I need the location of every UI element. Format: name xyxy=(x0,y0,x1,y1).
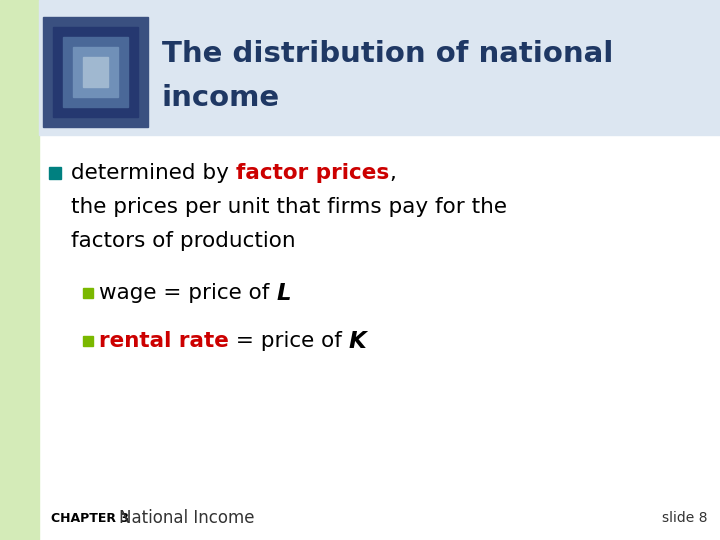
Text: ,: , xyxy=(389,163,396,183)
Text: National Income: National Income xyxy=(119,509,254,527)
Bar xyxy=(39,0,720,135)
Text: the prices per unit that firms pay for the: the prices per unit that firms pay for t… xyxy=(71,197,507,217)
Text: rental rate: rental rate xyxy=(99,331,229,351)
Bar xyxy=(0,0,39,540)
Text: = price of: = price of xyxy=(229,331,348,351)
Bar xyxy=(53,27,138,117)
Text: factor prices: factor prices xyxy=(235,163,389,183)
Bar xyxy=(73,47,118,97)
Text: CHAPTER 3: CHAPTER 3 xyxy=(51,511,129,524)
Bar xyxy=(43,17,148,127)
Text: wage = price of: wage = price of xyxy=(99,283,276,303)
Text: The distribution of national: The distribution of national xyxy=(162,40,613,68)
Text: factors of production: factors of production xyxy=(71,231,296,251)
Bar xyxy=(83,288,93,298)
Text: K: K xyxy=(348,329,366,353)
Bar xyxy=(83,336,93,346)
Bar xyxy=(83,57,108,87)
Bar xyxy=(49,167,61,179)
Text: determined by: determined by xyxy=(71,163,235,183)
Text: slide 8: slide 8 xyxy=(662,511,708,525)
Text: L: L xyxy=(276,281,291,305)
Bar xyxy=(63,37,128,107)
Text: income: income xyxy=(162,84,280,112)
